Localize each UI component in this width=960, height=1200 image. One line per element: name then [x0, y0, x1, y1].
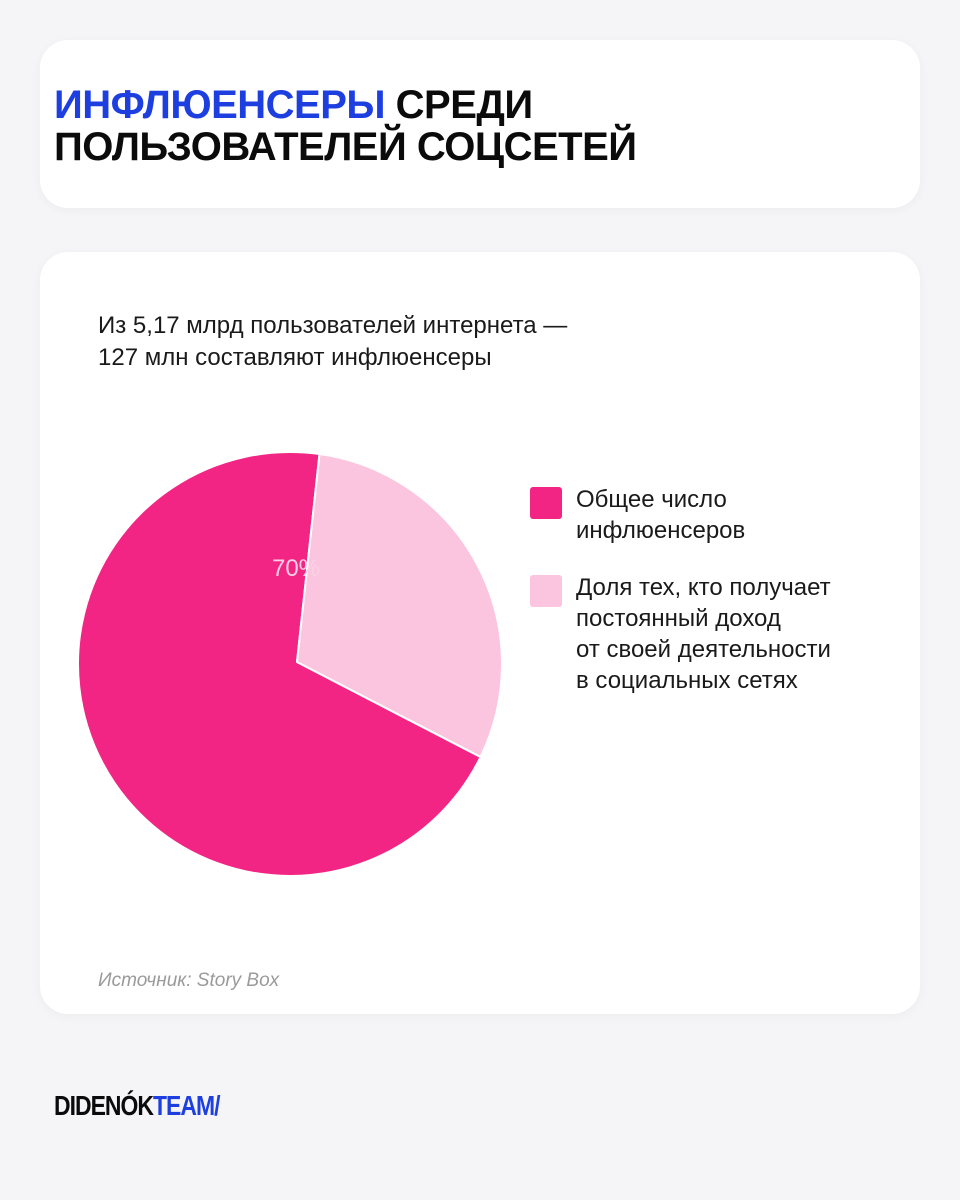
subtitle-line-1: Из 5,17 млрд пользователей интернета — — [98, 312, 568, 339]
chart-subtitle: Из 5,17 млрд пользователей интернета — 1… — [98, 310, 698, 374]
legend-label-2: Доля тех, кто получает постоянный доход от… — [576, 572, 890, 696]
legend-swatch-2 — [530, 575, 562, 607]
brand-part-1: DIDENÓK — [54, 1090, 154, 1121]
title-card: ИНФЛЮЕНСЕРЫ СРЕДИ ПОЛЬЗОВАТЕЛЕЙ СОЦСЕТЕЙ — [40, 40, 920, 208]
chart-legend: Общее число инфлюенсеров Доля тех, кто пол… — [530, 484, 890, 722]
legend-label-1: Общее число инфлюенсеров — [576, 484, 890, 546]
pie-chart: 70% 30% — [77, 451, 503, 877]
legend-label-line: Доля тех, кто получает — [576, 574, 831, 601]
legend-label-line: от своей деятельности — [576, 636, 831, 663]
brand-part-2: TEAM/ — [152, 1090, 220, 1121]
slice-value-label-2: 30% — [299, 767, 347, 794]
title-rest: СРЕДИ — [385, 83, 533, 127]
slice-value-label-1: 70% — [272, 555, 320, 582]
pie-slice-2 — [296, 453, 503, 758]
subtitle-line-2: 127 млн составляют инфлюенсеры — [98, 344, 492, 371]
legend-label-line: в социальных сетях — [576, 667, 798, 694]
legend-item-2: Доля тех, кто получает постоянный доход от… — [530, 572, 890, 696]
pie-slice-1 — [77, 451, 482, 877]
legend-label-line: постоянный доход — [576, 605, 781, 632]
source-note: Источник: Story Box — [98, 970, 280, 991]
title-line-1: ИНФЛЮЕНСЕРЫ СРЕДИ — [54, 84, 637, 126]
brand-logo: DIDENÓKTEAM/ — [54, 1090, 220, 1122]
title-line-2: ПОЛЬЗОВАТЕЛЕЙ СОЦСЕТЕЙ — [54, 125, 637, 169]
chart-card: Из 5,17 млрд пользователей интернета — 1… — [40, 252, 920, 1014]
title-accent: ИНФЛЮЕНСЕРЫ — [54, 83, 386, 127]
legend-item-1: Общее число инфлюенсеров — [530, 484, 890, 546]
legend-label-line: Общее число — [576, 486, 727, 513]
legend-swatch-1 — [530, 487, 562, 519]
legend-label-line: инфлюенсеров — [576, 517, 746, 544]
page-title: ИНФЛЮЕНСЕРЫ СРЕДИ ПОЛЬЗОВАТЕЛЕЙ СОЦСЕТЕЙ — [54, 84, 637, 168]
